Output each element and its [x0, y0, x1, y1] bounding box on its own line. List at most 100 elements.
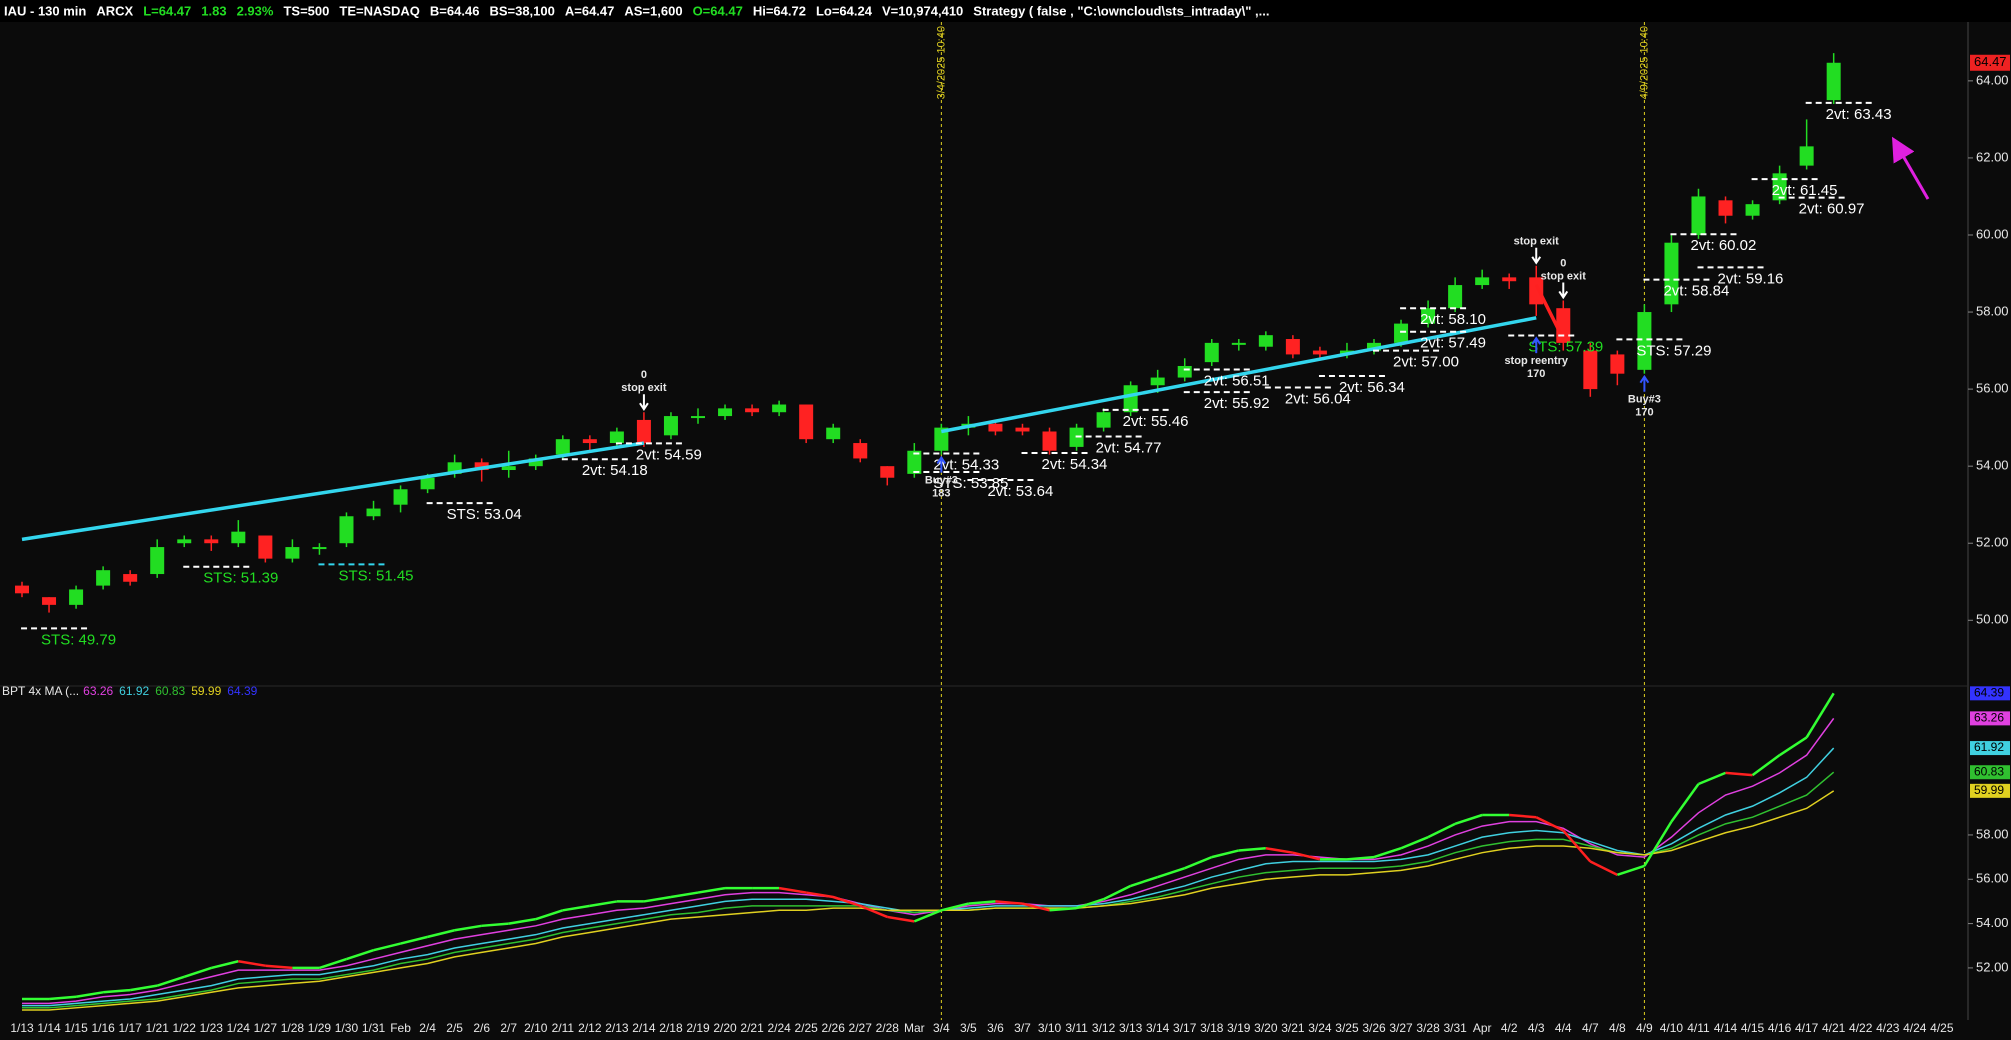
level-label: STS: 57.39	[1528, 339, 1603, 356]
header-item: A=64.47	[565, 3, 615, 18]
candle-body	[1177, 365, 1192, 378]
ma-segment	[1076, 898, 1104, 910]
candle-body	[1799, 146, 1814, 166]
candle-body	[474, 462, 489, 471]
candle-body	[285, 547, 300, 559]
ma-segment	[1103, 884, 1132, 901]
level-label: 2vt: 56.34	[1339, 379, 1405, 396]
candle-body	[1096, 412, 1111, 428]
candle-body	[1718, 200, 1733, 216]
x-tick-label: 2/19	[686, 1021, 710, 1035]
ma-segment	[103, 988, 131, 994]
last-price-tag	[1970, 54, 2010, 71]
ma-segment	[373, 942, 401, 952]
ma-segment	[1751, 754, 1781, 777]
x-tick-label: 4/11	[1687, 1021, 1710, 1035]
ma-segment	[1643, 820, 1673, 867]
ma-segment	[210, 960, 239, 970]
signal-label: 170	[1635, 407, 1653, 419]
candle-body	[150, 547, 165, 575]
level-label: 2vt: 55.46	[1123, 413, 1189, 430]
ma-line	[22, 771, 1835, 1009]
candle-body	[1583, 350, 1598, 390]
x-tick-label: 4/22	[1849, 1021, 1873, 1035]
x-tick-label: 4/16	[1768, 1021, 1792, 1035]
x-tick-label: 2/14	[632, 1021, 656, 1035]
signal-arrow	[1558, 282, 1569, 300]
trend-line	[21, 441, 645, 542]
header-item: V=10,974,410	[882, 3, 963, 18]
level-label: STS: 53.04	[447, 506, 522, 523]
x-tick-label: 2/21	[740, 1021, 764, 1035]
candle-body	[69, 589, 84, 605]
x-tick-label: 1/23	[200, 1021, 224, 1035]
candle-body	[1042, 431, 1057, 451]
ma-segment	[1589, 860, 1618, 876]
legend-value: 63.26	[83, 684, 113, 698]
signal-arrow	[639, 394, 649, 412]
level-label: 2vt: 56.51	[1204, 372, 1270, 389]
legend-value: 60.83	[155, 684, 185, 698]
ma-segment	[1130, 875, 1159, 888]
candle-body	[1448, 285, 1463, 309]
candle-body	[826, 427, 841, 440]
ma-segment	[1562, 829, 1592, 863]
legend-value: 59.99	[191, 684, 221, 698]
x-tick-label: 1/29	[308, 1021, 332, 1035]
ma-segment	[643, 895, 672, 903]
ma-segment	[697, 886, 726, 894]
y-tick-label: 54.00	[1976, 458, 2009, 473]
x-tick-label: 2/4	[419, 1021, 436, 1035]
x-tick-label: 2/27	[849, 1021, 873, 1035]
x-tick-label: 2/18	[659, 1021, 683, 1035]
candle-body	[636, 419, 651, 444]
candle-body	[718, 408, 733, 417]
candle-body	[1258, 335, 1273, 347]
level-label: 2vt: 54.18	[582, 462, 648, 479]
x-tick-label: 1/17	[118, 1021, 142, 1035]
x-tick-label: 3/24	[1308, 1021, 1332, 1035]
ma-segment	[48, 995, 77, 1001]
signal-arrow	[936, 455, 947, 473]
candle-body	[1610, 354, 1625, 374]
header-item: TS=500	[283, 3, 329, 18]
x-tick-label: 2/11	[552, 1021, 575, 1035]
x-tick-label: 3/21	[1281, 1021, 1305, 1035]
candle-body	[934, 427, 949, 451]
level-label: 2vt: 58.84	[1663, 283, 1729, 300]
ma-segment	[1698, 771, 1726, 786]
x-tick-label: 1/28	[281, 1021, 305, 1035]
y-tick-label: 58.00	[1976, 826, 2009, 841]
level-label: 2vt: 55.92	[1204, 395, 1270, 412]
ma-segment	[535, 909, 564, 921]
x-tick-label: 2/12	[578, 1021, 602, 1035]
x-tick-label: 4/17	[1795, 1021, 1819, 1035]
x-tick-label: 3/26	[1362, 1021, 1386, 1035]
candle-body	[1475, 277, 1490, 286]
ma-segment	[481, 922, 509, 928]
value-tag	[1970, 686, 2010, 701]
level-label: 2vt: 58.10	[1420, 311, 1486, 328]
x-tick-label: 3/11	[1065, 1021, 1088, 1035]
header-item: AS=1,600	[624, 3, 682, 18]
candle-body	[231, 531, 246, 544]
x-tick-label: 2/20	[713, 1021, 737, 1035]
header-item: Hi=64.72	[753, 3, 806, 18]
signal-label: stop reentry	[1504, 355, 1568, 367]
value-tag	[1970, 783, 2010, 798]
level-label: STS: 51.39	[203, 570, 278, 587]
candle-body	[745, 408, 760, 413]
ma-segment	[859, 904, 888, 919]
candle-body	[501, 466, 516, 471]
panel-title: BPT 4x MA (...	[2, 684, 79, 698]
x-tick-label: 4/2	[1501, 1021, 1518, 1035]
candle-body	[772, 404, 787, 413]
candle-body	[880, 466, 895, 478]
header-item: ARCX	[96, 3, 133, 18]
ma-segment	[1616, 864, 1645, 877]
candle-body	[177, 539, 192, 544]
value-tag	[1970, 741, 2010, 756]
value-tag	[1970, 711, 2010, 726]
candle-body	[339, 516, 354, 544]
